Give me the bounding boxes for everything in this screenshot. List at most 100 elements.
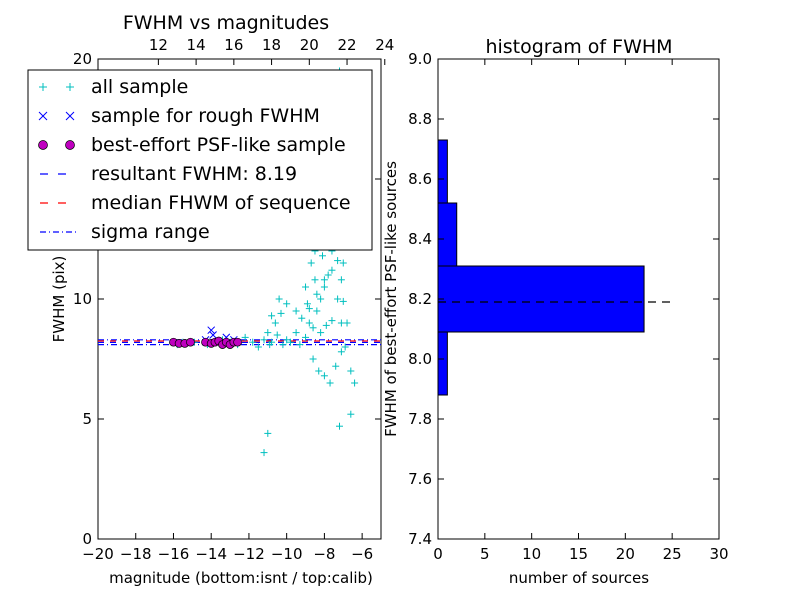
all-sample-point [305,319,313,327]
histogram-y-tick-label: 8.8 [408,110,432,128]
histogram-x-tick-label: 30 [709,545,728,563]
histogram-x-tick-label: 25 [663,545,682,563]
histogram-x-tick-label: 15 [569,545,588,563]
all-sample-point [317,329,325,337]
scatter-legend: all sample sample for rough FWHM best-effo… [27,69,373,251]
all-sample-point [275,295,283,303]
all-sample-point [317,295,325,303]
scatter-y-label: FWHM (pix) [50,256,68,343]
legend-label: median FHWM of sequence [91,192,351,214]
all-sample-point [302,333,310,341]
all-sample-point [320,276,328,284]
histogram-y-tick-label: 7.8 [408,410,432,428]
legend-entry: resultant FWHM: 8.19 [40,163,297,185]
histogram-y-ticks: 7.4 7.6 7.8 8.0 8.2 8.4 8.6 8.8 9.0 [408,50,719,548]
legend-label: resultant FWHM: 8.19 [91,163,297,185]
all-sample-point [296,341,304,349]
scatter-x-tick-label: −18 [120,545,152,563]
top-axis-ticks: 12 14 16 18 20 22 24 [149,36,394,65]
all-sample-point [268,312,276,320]
all-sample-point [320,372,328,380]
all-sample-point [334,295,342,303]
all-sample-point [241,333,249,341]
scatter-x-label: magnitude (bottom:isnt / top:calib) [109,569,373,587]
top-axis-tick-label: 20 [300,36,319,54]
scatter-x-tick-label: −10 [271,545,303,563]
all-sample-point [260,336,268,344]
all-sample-point [337,348,345,356]
psf-like-point [233,337,242,347]
all-sample-point [322,321,330,329]
legend-entry: all sample [39,76,188,98]
all-sample-point [311,276,319,284]
all-sample-point [254,343,262,351]
histogram-bar [438,331,448,396]
scatter-x-tick-label: −6 [351,545,373,563]
legend-entry: sample for rough FWHM [38,105,320,127]
all-sample-point [319,252,327,260]
all-sample-point [335,422,343,430]
all-sample-point [305,305,313,313]
scatter-x-tick-label: −14 [195,545,227,563]
top-axis-tick-label: 24 [375,36,394,54]
histogram-x-ticks: 0 5 10 15 20 25 30 [433,59,729,563]
all-sample-point [326,379,334,387]
histogram-y-tick-label: 8.6 [408,170,432,188]
histogram-y-tick-label: 7.6 [408,470,432,488]
scatter-y-tick-label: 5 [82,410,92,428]
legend-label: best-effort PSF-like sample [91,134,346,156]
histogram-bar [438,265,645,333]
all-sample-point [328,317,336,325]
all-sample-point [341,343,349,351]
all-sample-point [337,276,345,284]
histogram-x-tick-label: 0 [433,545,443,563]
all-sample-point [324,271,332,279]
histogram-x-label: number of sources [509,569,649,587]
scatter-y-tick-label: 10 [73,290,92,308]
all-sample-point [302,283,310,291]
all-sample-point [292,307,300,315]
all-sample-point [339,297,347,305]
all-sample-point [249,338,257,346]
scatter-y-tick-label: 0 [82,530,92,548]
all-sample-point [320,283,328,291]
legend-label: sigma range [91,221,210,243]
psf-like-point [186,337,195,347]
histogram-x-tick-label: 5 [480,545,490,563]
legend-circle-marker [38,140,48,150]
all-sample-point [277,309,285,317]
all-sample-point [332,362,340,370]
legend-entry: sigma range [40,221,210,243]
top-axis-tick-label: 22 [337,36,356,54]
all-sample-point [309,355,317,363]
histogram-y-tick-label: 8.0 [408,350,432,368]
all-sample-point [260,449,268,457]
top-axis-tick-label: 14 [187,36,206,54]
all-sample-point [264,429,272,437]
legend-entry: median FHWM of sequence [40,192,351,214]
histogram-y-label: FWHM of best-effort PSF-like sources [382,161,400,437]
histogram-x-tick-label: 10 [522,545,541,563]
all-sample-point [315,367,323,375]
scatter-x-ticks: −20 −18 −16 −14 −12 −10 −8 −6 [82,533,373,563]
legend-entry: best-effort PSF-like sample [38,134,346,156]
histogram-x-tick-label: 20 [616,545,635,563]
histogram-y-tick-label: 8.4 [408,230,432,248]
legend-box [27,69,373,251]
histogram-bar [438,202,458,267]
all-sample-point [271,319,279,327]
scatter-x-tick-label: −20 [82,545,114,563]
all-sample-point [339,259,347,267]
histogram-title: histogram of FWHM [485,36,672,58]
scatter-y-tick-label: 20 [73,50,92,68]
legend-label: sample for rough FWHM [91,105,320,127]
legend-label: all sample [91,76,188,98]
legend-circle-marker [65,140,75,150]
rough-fwhm-point [209,331,217,339]
histogram-y-tick-label: 9.0 [408,50,432,68]
all-sample-point [309,324,317,332]
histogram-bar [438,139,448,204]
all-sample-point [286,338,294,346]
all-sample-point [313,290,321,298]
